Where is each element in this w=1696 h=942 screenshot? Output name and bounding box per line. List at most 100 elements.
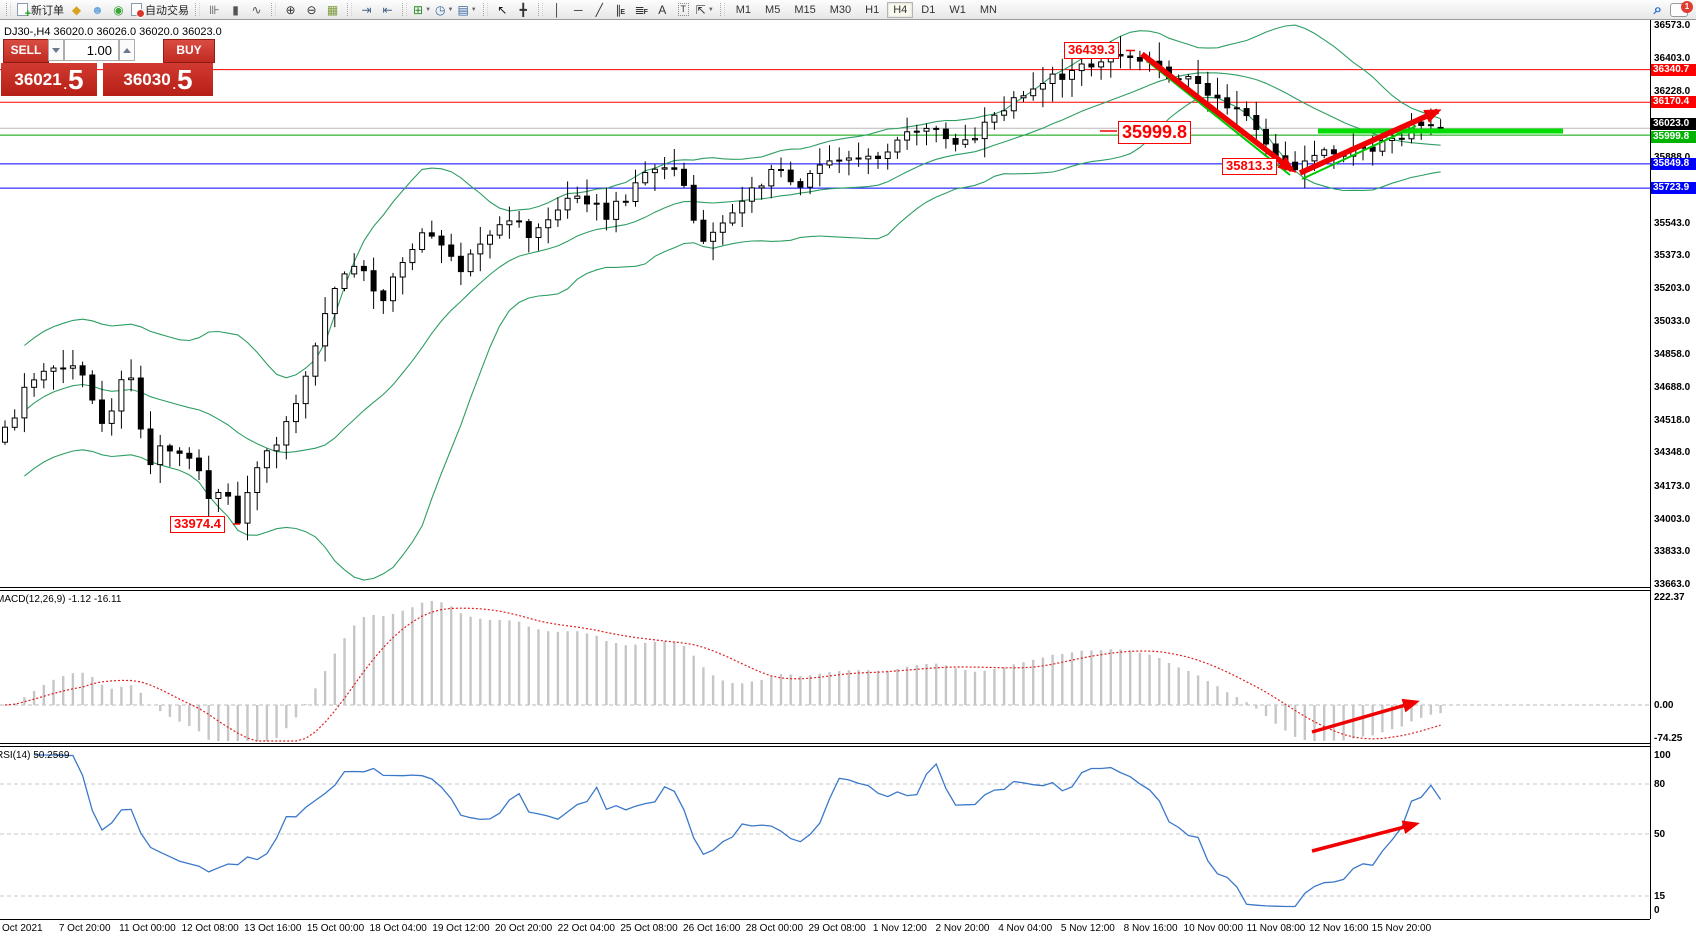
- chart-window[interactable]: 36573.036403.036228.036058.035888.035718…: [0, 20, 1696, 942]
- horizontal-line-icon[interactable]: ─: [573, 2, 583, 17]
- auto-scroll-icon[interactable]: ⇥: [361, 2, 372, 17]
- price-tick-label: 35203.0: [1654, 283, 1691, 294]
- new-order-button[interactable]: + 新订单: [15, 1, 66, 20]
- tile-windows-icon[interactable]: ▦: [326, 2, 339, 17]
- chevron-down-icon: ▼: [707, 6, 714, 13]
- timeframe-button-h4[interactable]: H4: [887, 1, 914, 18]
- crosshair-icon[interactable]: ╋: [519, 2, 527, 17]
- price-tick-label: 36228.0: [1654, 86, 1691, 97]
- signals-icon[interactable]: ◉: [113, 2, 124, 17]
- timeframe-button-d1[interactable]: D1: [921, 3, 936, 16]
- timeframe-button-mn[interactable]: MN: [979, 3, 997, 16]
- rsi-panel[interactable]: [0, 748, 1650, 919]
- rsi-line: [34, 754, 1442, 908]
- main-price-chart[interactable]: [0, 20, 1650, 588]
- price-tick-label: 36573.0: [1654, 20, 1691, 31]
- panel-separator[interactable]: [0, 590, 1650, 591]
- date-label: 15 Oct 00:00: [306, 923, 365, 934]
- rsi-tick-label: 80: [1654, 779, 1666, 790]
- timeframe-button-m5[interactable]: M5: [765, 3, 781, 16]
- toolbar-grip: [482, 3, 488, 16]
- text-icon[interactable]: A: [658, 2, 667, 17]
- price-annotation[interactable]: 33974.4: [170, 516, 225, 533]
- price-annotation[interactable]: 35813.3: [1222, 158, 1277, 175]
- date-label: Oct 2021: [2, 923, 43, 934]
- trend-arrow[interactable]: [1140, 51, 1296, 173]
- line-chart-icon[interactable]: ∿: [251, 2, 262, 17]
- fibonacci-icon[interactable]: ≣ F: [634, 2, 648, 17]
- candlestick-series: [2, 36, 1444, 541]
- price-badge: 36023.0: [1651, 118, 1696, 130]
- chevron-down-icon: ▼: [425, 6, 432, 13]
- date-label: 2 Nov 20:00: [935, 923, 990, 934]
- arrows-tool-icon[interactable]: ⇱ ▼: [695, 2, 714, 17]
- bar-chart-icon[interactable]: ⊪: [209, 2, 220, 17]
- toolbar-grip: [537, 3, 543, 16]
- price-tick-label: 35888.0: [1654, 152, 1690, 163]
- trendline-icon[interactable]: ╱: [595, 2, 603, 17]
- panel-separator[interactable]: [0, 587, 1650, 588]
- chart-shift-icon[interactable]: ⇤: [382, 2, 393, 17]
- time-scale[interactable]: Oct 2021 7 Oct 20:00 11 Oct 00:00 12 Oct 08…: [0, 921, 1650, 941]
- rsi-trend-arrow[interactable]: [1311, 820, 1420, 853]
- date-label: 29 Oct 08:00: [808, 923, 866, 934]
- panel-separator[interactable]: [0, 743, 1650, 744]
- macd-tick-label: 222.37: [1654, 592, 1685, 603]
- buy-button[interactable]: BUY: [163, 39, 215, 63]
- zoom-in-icon[interactable]: ⊕: [285, 2, 296, 17]
- price-tick-label: 34173.0: [1654, 481, 1691, 492]
- macd-trend-arrow[interactable]: [1311, 698, 1420, 734]
- macd-tick-label: -74.25: [1654, 733, 1683, 744]
- price-scale[interactable]: 36573.036403.036228.036058.035888.035718…: [1650, 20, 1696, 919]
- timeframe-button-h1[interactable]: H1: [865, 3, 880, 16]
- date-label: 28 Oct 00:00: [745, 923, 804, 934]
- zoom-out-icon[interactable]: ⊖: [306, 2, 317, 17]
- timeframe-button-w1[interactable]: W1: [949, 3, 966, 16]
- price-annotation[interactable]: 35999.8: [1118, 121, 1192, 144]
- trendline[interactable]: [1301, 125, 1417, 180]
- timeframe-button-m15[interactable]: M15: [794, 3, 816, 16]
- decimal-dot: .: [63, 78, 68, 92]
- rsi-tick-label: 0: [1654, 905, 1660, 916]
- date-label: 7 Oct 20:00: [58, 923, 111, 934]
- timeframe-button-m1[interactable]: M1: [735, 3, 752, 16]
- panel-separator[interactable]: [0, 746, 1650, 747]
- price-tick-label: 34518.0: [1654, 415, 1691, 426]
- macd-panel[interactable]: [0, 592, 1650, 744]
- template-icon[interactable]: ▤ ▼: [457, 2, 477, 17]
- timeframe-clock-icon[interactable]: ◷ ▼: [435, 2, 454, 17]
- time-axis-line: [0, 919, 1650, 920]
- price-badge: 36170.4: [1651, 96, 1696, 108]
- rsi-tick-label: 100: [1654, 750, 1671, 761]
- notifications-icon[interactable]: 1: [1670, 0, 1693, 17]
- candlestick-chart-icon[interactable]: ▮: [232, 2, 239, 17]
- sell-button[interactable]: SELL: [3, 39, 49, 63]
- buy-price-display[interactable]: 36030. 5: [103, 63, 213, 96]
- volume-decrease-button[interactable]: [48, 39, 64, 61]
- vertical-line-icon[interactable]: │: [553, 2, 562, 17]
- search-icon[interactable]: ⌕: [1653, 1, 1662, 18]
- trend-arrow[interactable]: [1298, 108, 1442, 176]
- equidistant-channel-icon[interactable]: ∥ E: [615, 2, 626, 17]
- trendline[interactable]: [1145, 59, 1291, 176]
- volume-input[interactable]: [64, 39, 119, 61]
- sell-price-display[interactable]: 36021. 5: [1, 63, 97, 96]
- timeframe-button-m30[interactable]: M30: [829, 3, 852, 16]
- price-tick-label: 36403.0: [1654, 53, 1691, 64]
- date-label: 26 Oct 16:00: [683, 923, 741, 934]
- date-label: 19 Oct 12:00: [432, 923, 490, 934]
- price-tick-label: 34688.0: [1654, 382, 1691, 393]
- macd-tick-label: 0.00: [1654, 700, 1674, 711]
- text-label-icon[interactable]: T: [673, 1, 694, 18]
- add-indicator-icon[interactable]: ⊞ ▼: [413, 2, 432, 17]
- autotrading-button[interactable]: 自动交易: [129, 1, 191, 18]
- volume-increase-button[interactable]: [119, 39, 135, 61]
- contacts-icon[interactable]: ☻: [91, 2, 104, 17]
- cursor-icon[interactable]: ↖: [497, 2, 508, 17]
- bollinger-lower-band: [24, 96, 1441, 581]
- buy-price-int: 36030: [123, 69, 171, 89]
- date-label: 4 Nov 04:00: [998, 923, 1053, 934]
- price-annotation[interactable]: 36439.3: [1064, 42, 1119, 59]
- price-badge: 35849.8: [1651, 158, 1696, 170]
- market-watch-icon[interactable]: ◆: [71, 2, 82, 17]
